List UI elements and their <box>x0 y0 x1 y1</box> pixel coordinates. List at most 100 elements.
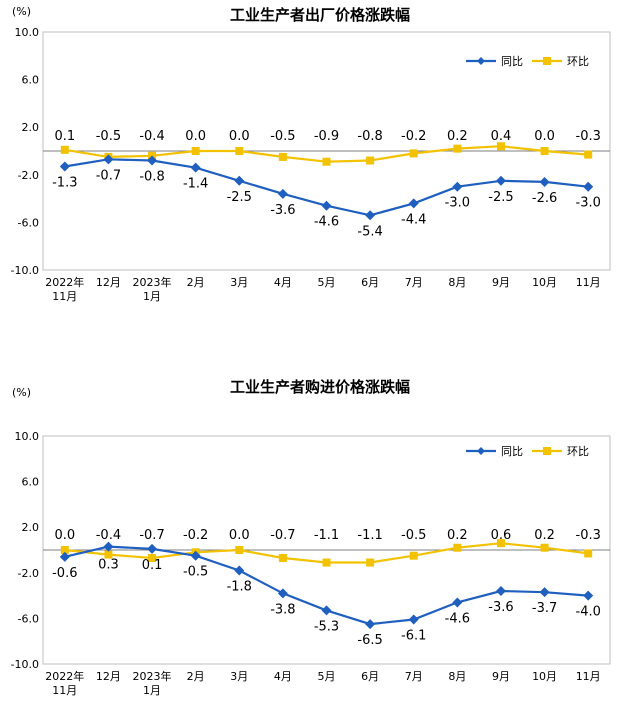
data-point-mom <box>60 546 69 554</box>
data-label-mom: 0.0 <box>185 129 206 144</box>
data-label-yoy: -0.6 <box>52 566 77 581</box>
data-point-yoy <box>277 588 288 599</box>
data-point-mom <box>235 546 244 554</box>
data-point-mom <box>409 551 418 560</box>
x-tick-label: 3月 <box>230 276 248 289</box>
data-point-yoy <box>321 200 332 211</box>
data-label-mom: 0.0 <box>229 528 250 543</box>
x-tick-label: 12月 <box>96 670 121 683</box>
x-tick-label: 11月 <box>576 276 601 289</box>
data-point-mom <box>104 550 113 559</box>
data-point-yoy <box>452 181 463 192</box>
chart-title: 工业生产者购进价格涨跌幅 <box>230 378 410 396</box>
data-label-yoy: -4.0 <box>576 605 601 620</box>
data-label-yoy: -1.8 <box>227 580 252 595</box>
data-label-mom: 0.1 <box>54 129 75 144</box>
data-label-yoy: -6.1 <box>401 629 426 644</box>
x-tick-label: 8月 <box>448 670 466 683</box>
data-point-mom <box>453 144 462 153</box>
data-point-mom <box>278 553 287 562</box>
x-tick-label: 4月 <box>274 276 292 289</box>
x-tick-label: 11月 <box>576 670 601 683</box>
x-tick-label: 10月 <box>532 276 557 289</box>
x-tick-label: 5月 <box>318 276 336 289</box>
data-label-yoy: -5.3 <box>314 619 339 634</box>
legend-marker-mom <box>543 447 551 455</box>
x-tick-label: 11月 <box>52 684 77 697</box>
y-tick-label: 6.0 <box>22 74 40 87</box>
data-label-mom: -0.9 <box>314 129 339 144</box>
data-point-yoy <box>59 161 70 172</box>
data-point-mom <box>148 553 157 562</box>
y-axis-unit: (%) <box>12 5 31 18</box>
data-label-mom: -0.4 <box>96 528 121 543</box>
data-point-yoy <box>147 543 158 554</box>
data-point-yoy <box>190 162 201 173</box>
y-axis-unit: (%) <box>12 386 31 399</box>
data-label-mom: -0.2 <box>401 129 426 144</box>
x-tick-label: 12月 <box>96 276 121 289</box>
data-point-yoy <box>234 565 245 576</box>
data-point-yoy <box>495 586 506 597</box>
data-label-yoy: -1.4 <box>183 177 208 192</box>
data-label-yoy: -2.5 <box>488 190 513 205</box>
x-tick-label: 4月 <box>274 670 292 683</box>
x-tick-label: 11月 <box>52 290 77 303</box>
data-label-mom: 0.0 <box>534 129 555 144</box>
data-point-mom <box>278 152 287 161</box>
data-point-yoy <box>408 198 419 209</box>
chart-2: 工业生产者购进价格涨跌幅 (%) 10.0 6.0 2.0 -2.0 -6.0 -10.0 20… <box>11 378 611 697</box>
data-label-mom: -0.7 <box>270 528 295 543</box>
data-label-yoy: -0.5 <box>183 565 208 580</box>
data-point-yoy <box>234 175 245 186</box>
y-tick-label: 2.0 <box>22 121 40 134</box>
legend-marker-yoy <box>477 447 485 455</box>
data-point-yoy <box>452 597 463 608</box>
x-tick-label: 1月 <box>143 684 161 697</box>
data-point-yoy <box>583 181 594 192</box>
y-tick-label: 10.0 <box>15 430 40 443</box>
data-point-yoy <box>365 210 376 221</box>
data-label-mom: -1.1 <box>357 528 382 543</box>
data-label-yoy: -4.4 <box>401 212 426 227</box>
legend-label-yoy: 同比 <box>501 445 523 458</box>
data-label-yoy: -5.4 <box>357 224 382 239</box>
data-label-mom: -0.3 <box>576 129 601 144</box>
data-label-yoy: -4.6 <box>445 611 470 626</box>
data-point-mom <box>540 147 549 155</box>
x-tick-label: 9月 <box>492 276 510 289</box>
data-point-yoy <box>408 614 419 625</box>
x-tick-label: 2023年 <box>133 275 172 289</box>
data-label-mom: -0.5 <box>96 129 121 144</box>
y-tick-label: -2.0 <box>18 169 39 182</box>
data-point-yoy <box>103 541 114 552</box>
y-tick-label: -6.0 <box>18 612 39 625</box>
data-point-mom <box>366 558 375 567</box>
data-label-mom: -0.7 <box>139 528 164 543</box>
y-tick-label: -10.0 <box>11 658 39 671</box>
x-tick-label: 2022年 <box>45 275 84 289</box>
data-point-mom <box>191 147 200 155</box>
x-tick-label: 5月 <box>318 670 336 683</box>
data-label-yoy: -1.3 <box>52 175 77 190</box>
data-point-yoy <box>147 155 158 166</box>
legend-label-mom: 环比 <box>567 445 589 458</box>
y-tick-label: -2.0 <box>18 567 39 580</box>
data-label-yoy: -3.8 <box>270 602 295 617</box>
data-point-yoy <box>59 551 70 562</box>
data-label-mom: 0.4 <box>491 129 512 144</box>
data-point-mom <box>540 543 549 552</box>
data-point-mom <box>322 157 331 166</box>
data-label-mom: -1.1 <box>314 528 339 543</box>
data-label-mom: -0.2 <box>183 528 208 543</box>
data-label-mom: 0.6 <box>491 528 512 543</box>
x-tick-label: 7月 <box>405 670 423 683</box>
data-label-mom: 0.2 <box>447 528 468 543</box>
data-label-mom: -0.5 <box>401 528 426 543</box>
data-point-yoy <box>365 619 376 630</box>
data-label-yoy: -3.6 <box>488 600 513 615</box>
data-label-yoy: -2.6 <box>532 191 557 206</box>
data-label-yoy: -3.6 <box>270 203 295 218</box>
x-tick-label: 6月 <box>361 276 379 289</box>
